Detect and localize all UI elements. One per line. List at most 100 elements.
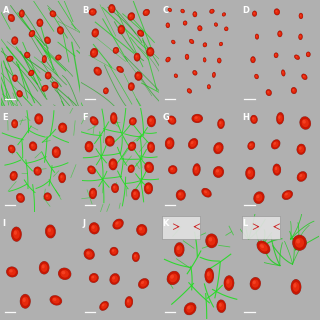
Text: B: B — [82, 6, 89, 15]
Ellipse shape — [166, 24, 169, 27]
Ellipse shape — [253, 281, 256, 284]
Ellipse shape — [255, 34, 259, 39]
Ellipse shape — [193, 163, 201, 176]
Ellipse shape — [92, 119, 94, 121]
Ellipse shape — [172, 41, 173, 42]
Ellipse shape — [16, 193, 25, 203]
Ellipse shape — [298, 146, 304, 153]
Ellipse shape — [185, 54, 189, 60]
Ellipse shape — [38, 20, 42, 25]
Ellipse shape — [295, 238, 304, 248]
Ellipse shape — [130, 84, 132, 87]
Ellipse shape — [13, 229, 20, 239]
Ellipse shape — [199, 27, 200, 28]
Ellipse shape — [52, 146, 61, 158]
Ellipse shape — [306, 52, 310, 57]
Ellipse shape — [204, 268, 214, 284]
Ellipse shape — [188, 138, 198, 149]
Ellipse shape — [145, 162, 154, 173]
Ellipse shape — [20, 12, 22, 14]
Ellipse shape — [30, 71, 32, 73]
Ellipse shape — [90, 168, 92, 170]
Ellipse shape — [130, 14, 132, 17]
Ellipse shape — [128, 165, 134, 173]
Ellipse shape — [219, 42, 223, 46]
Ellipse shape — [148, 117, 154, 125]
Ellipse shape — [92, 276, 94, 278]
Ellipse shape — [252, 280, 259, 288]
Ellipse shape — [39, 261, 49, 274]
Ellipse shape — [284, 192, 291, 198]
Ellipse shape — [302, 75, 306, 79]
Ellipse shape — [125, 296, 133, 308]
Ellipse shape — [250, 277, 261, 290]
Ellipse shape — [185, 54, 189, 60]
Ellipse shape — [113, 219, 124, 229]
Ellipse shape — [138, 278, 149, 289]
Ellipse shape — [12, 119, 18, 128]
Ellipse shape — [59, 172, 66, 183]
Ellipse shape — [281, 70, 285, 76]
Ellipse shape — [189, 39, 194, 44]
Ellipse shape — [203, 43, 207, 47]
Ellipse shape — [60, 124, 66, 131]
Ellipse shape — [8, 268, 16, 275]
Ellipse shape — [226, 278, 232, 288]
Ellipse shape — [52, 12, 53, 14]
Ellipse shape — [213, 166, 224, 178]
Ellipse shape — [167, 271, 180, 285]
Ellipse shape — [57, 26, 64, 35]
Ellipse shape — [12, 36, 18, 45]
Ellipse shape — [300, 35, 301, 37]
Ellipse shape — [130, 144, 132, 147]
Ellipse shape — [86, 143, 92, 150]
Ellipse shape — [143, 9, 150, 16]
Ellipse shape — [116, 66, 124, 73]
Ellipse shape — [127, 12, 135, 21]
Ellipse shape — [195, 116, 198, 119]
Ellipse shape — [16, 90, 23, 97]
Ellipse shape — [292, 235, 307, 251]
Ellipse shape — [42, 265, 45, 268]
Ellipse shape — [36, 169, 38, 172]
Ellipse shape — [28, 70, 35, 76]
Ellipse shape — [203, 190, 210, 196]
Ellipse shape — [105, 89, 106, 91]
Ellipse shape — [111, 183, 119, 193]
Ellipse shape — [58, 28, 62, 33]
Ellipse shape — [194, 13, 195, 14]
Ellipse shape — [89, 222, 100, 235]
Ellipse shape — [139, 31, 143, 36]
Ellipse shape — [291, 279, 301, 295]
Ellipse shape — [45, 38, 50, 43]
Ellipse shape — [218, 59, 220, 62]
Ellipse shape — [57, 27, 64, 34]
Ellipse shape — [213, 166, 224, 178]
Ellipse shape — [259, 243, 268, 252]
Ellipse shape — [209, 9, 214, 14]
Ellipse shape — [89, 273, 99, 283]
Ellipse shape — [220, 43, 221, 44]
Ellipse shape — [134, 53, 140, 61]
Ellipse shape — [130, 143, 135, 149]
Ellipse shape — [144, 183, 153, 194]
Ellipse shape — [111, 276, 118, 283]
Ellipse shape — [294, 55, 300, 60]
Ellipse shape — [85, 141, 93, 152]
Ellipse shape — [170, 275, 174, 279]
Ellipse shape — [198, 27, 201, 30]
Ellipse shape — [50, 11, 56, 17]
Ellipse shape — [285, 193, 288, 196]
Ellipse shape — [135, 55, 137, 58]
Ellipse shape — [227, 279, 229, 284]
Ellipse shape — [291, 87, 297, 94]
Ellipse shape — [29, 30, 35, 37]
Ellipse shape — [84, 249, 95, 260]
Ellipse shape — [92, 118, 97, 124]
Ellipse shape — [251, 115, 258, 124]
Ellipse shape — [114, 49, 116, 51]
Ellipse shape — [167, 24, 168, 26]
Ellipse shape — [254, 192, 264, 204]
Ellipse shape — [295, 56, 299, 59]
Ellipse shape — [300, 116, 311, 129]
